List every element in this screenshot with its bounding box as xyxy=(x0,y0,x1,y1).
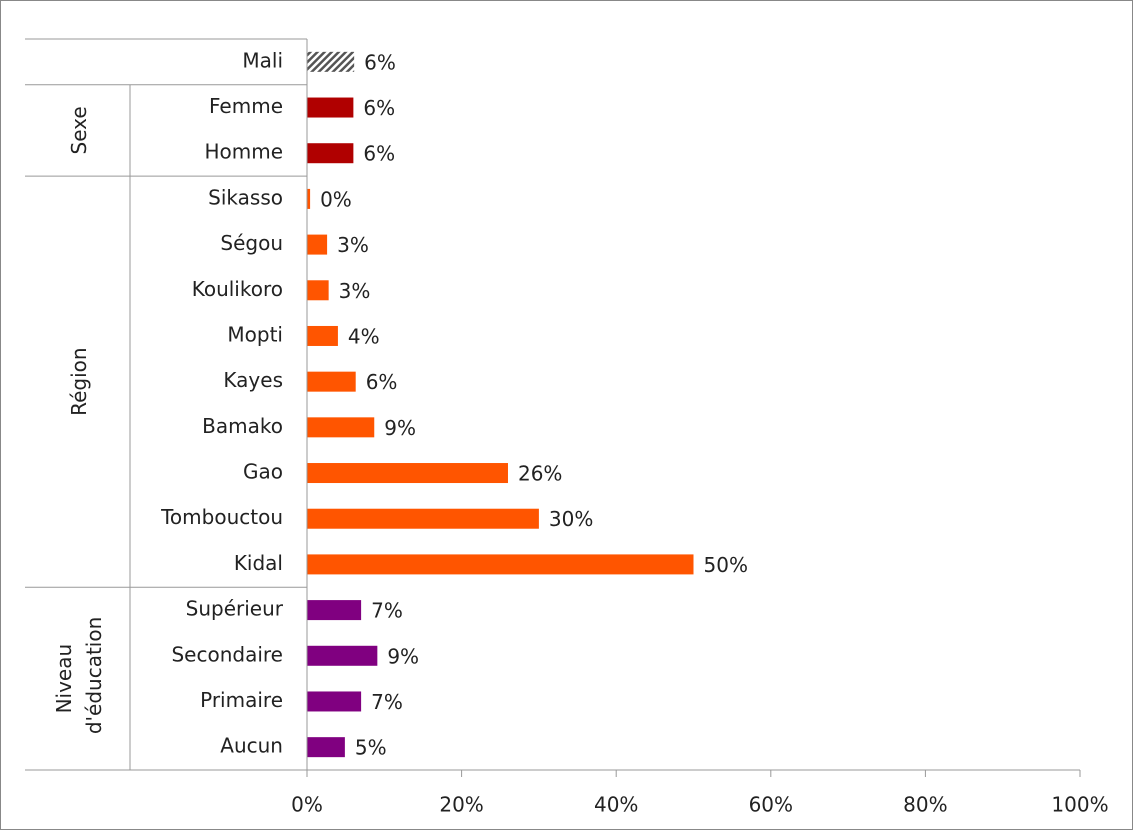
bar xyxy=(307,691,362,712)
x-tick-label: 20% xyxy=(439,793,483,817)
value-label: 9% xyxy=(387,644,419,668)
bar xyxy=(307,234,328,255)
value-label: 3% xyxy=(337,233,369,257)
bar xyxy=(307,280,329,301)
bar xyxy=(307,508,539,529)
bar xyxy=(307,417,375,438)
group-label: Niveau d'éducation xyxy=(52,617,106,741)
bar xyxy=(307,371,356,392)
value-label: 7% xyxy=(371,690,403,714)
category-label: Koulikoro xyxy=(192,277,283,301)
value-label: 9% xyxy=(384,416,416,440)
category-label: Mali xyxy=(242,48,283,72)
category-label: Primaire xyxy=(200,688,283,712)
bar xyxy=(307,554,694,575)
category-label: Homme xyxy=(204,140,283,164)
bar xyxy=(307,143,354,164)
bar xyxy=(307,188,311,209)
value-label: 30% xyxy=(549,507,593,531)
value-label: 3% xyxy=(339,279,371,303)
category-label: Aucun xyxy=(220,734,283,758)
bar xyxy=(307,51,355,72)
value-label: 6% xyxy=(364,50,396,74)
x-tick-label: 100% xyxy=(1051,793,1108,817)
value-label: 26% xyxy=(518,462,562,486)
category-label: Kidal xyxy=(234,551,283,575)
category-label: Gao xyxy=(243,460,283,484)
bar xyxy=(307,463,508,484)
category-label: Supérieur xyxy=(186,597,284,621)
category-label: Ségou xyxy=(220,231,283,255)
category-label: Mopti xyxy=(227,322,283,346)
value-label: 6% xyxy=(366,370,398,394)
category-label: Bamako xyxy=(202,414,283,438)
category-label: Kayes xyxy=(223,368,283,392)
value-label: 6% xyxy=(363,96,395,120)
bar xyxy=(307,645,378,666)
bar xyxy=(307,737,345,758)
value-label: 5% xyxy=(355,736,387,760)
x-tick-label: 60% xyxy=(749,793,793,817)
value-label: 7% xyxy=(371,599,403,623)
bar xyxy=(307,97,354,118)
value-label: 6% xyxy=(363,142,395,166)
value-label: 50% xyxy=(704,553,748,577)
category-label: Tombouctou xyxy=(160,505,283,529)
value-label: 4% xyxy=(348,324,380,348)
category-label: Secondaire xyxy=(171,642,283,666)
category-label: Sikasso xyxy=(208,185,283,209)
category-label: Femme xyxy=(209,94,283,118)
value-label: 0% xyxy=(320,187,352,211)
x-tick-label: 80% xyxy=(903,793,947,817)
bar xyxy=(307,600,362,621)
x-tick-label: 0% xyxy=(291,793,323,817)
x-tick-label: 40% xyxy=(594,793,638,817)
group-label: Sexe xyxy=(67,106,91,154)
bar xyxy=(307,325,338,346)
group-label: Région xyxy=(67,347,91,415)
